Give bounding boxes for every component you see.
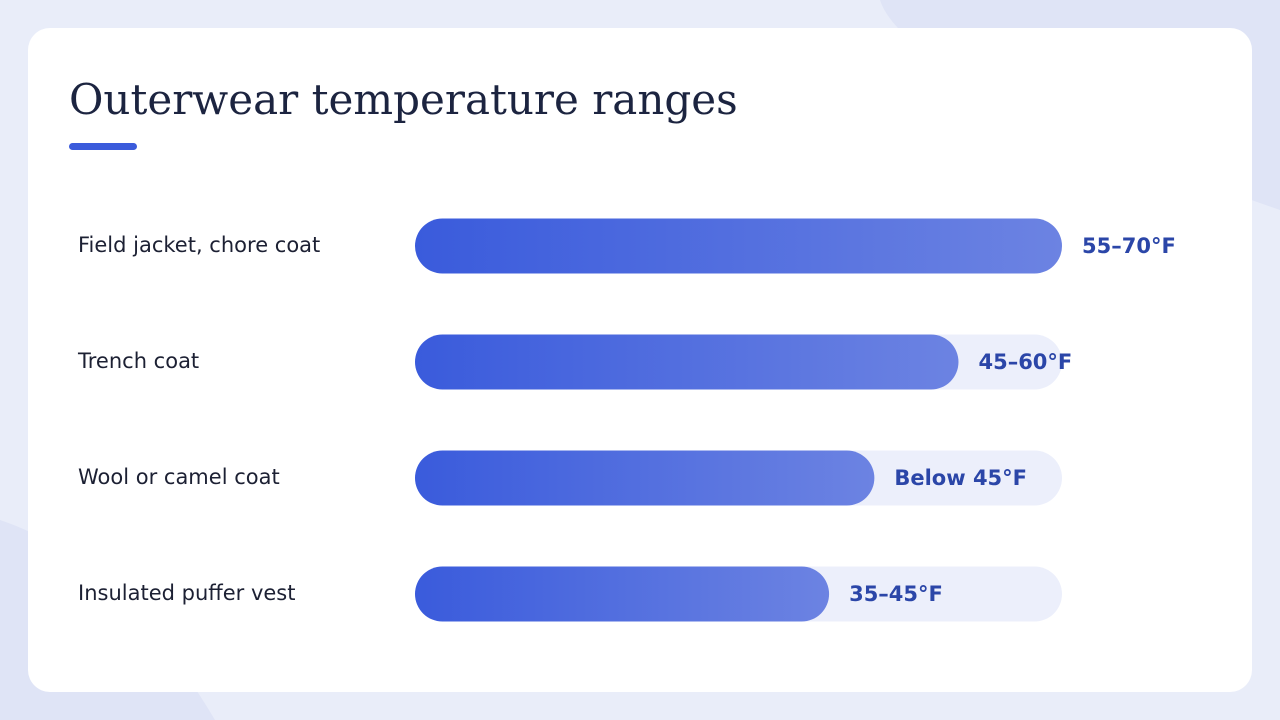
value-label: 55–70°F	[1082, 234, 1176, 258]
category-label: Trench coat	[77, 349, 199, 373]
value-label: 45–60°F	[978, 350, 1072, 374]
bar	[415, 566, 830, 622]
category-label: Wool or camel coat	[78, 465, 280, 489]
category-label: Insulated puffer vest	[78, 581, 295, 605]
bar	[415, 334, 959, 390]
bar	[415, 218, 1062, 274]
category-label: Field jacket, chore coat	[78, 233, 320, 257]
bar	[415, 450, 875, 506]
value-label: 35–45°F	[849, 582, 943, 606]
chart-title: Outerwear temperature ranges	[69, 75, 738, 124]
value-label: Below 45°F	[894, 466, 1027, 490]
title-accent	[69, 143, 137, 150]
